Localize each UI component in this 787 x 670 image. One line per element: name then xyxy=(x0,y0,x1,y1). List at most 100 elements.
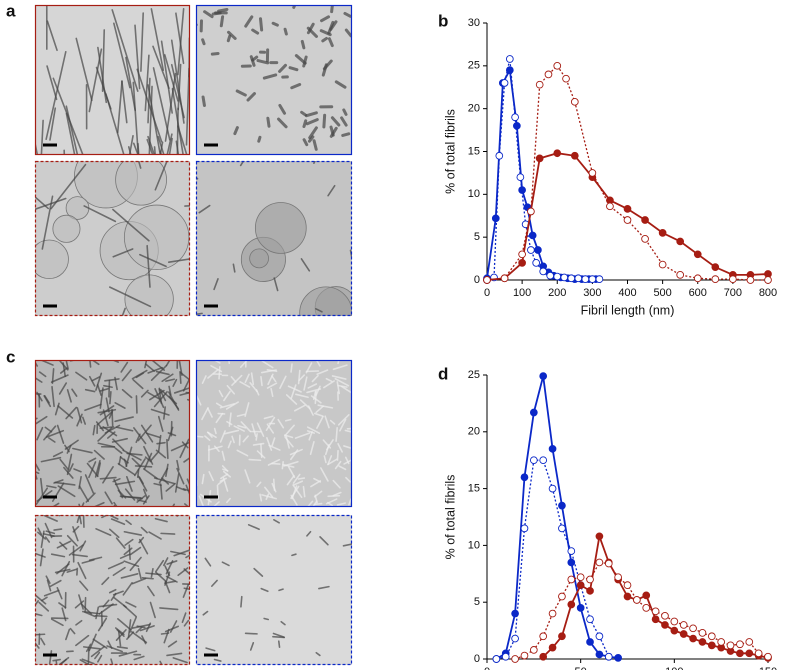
data-point xyxy=(586,638,594,646)
micrograph xyxy=(35,360,190,507)
micrographs xyxy=(34,4,353,666)
data-point xyxy=(558,592,566,601)
data-point xyxy=(606,202,614,211)
data-point xyxy=(535,80,544,89)
data-point xyxy=(633,596,641,604)
y-tick-label: 20 xyxy=(468,426,480,438)
data-point xyxy=(528,231,537,240)
data-point xyxy=(532,259,541,267)
data-point xyxy=(539,632,548,641)
y-tick-label: 0 xyxy=(474,274,480,286)
data-point xyxy=(661,621,669,629)
data-point xyxy=(527,246,535,254)
y-tick-label: 25 xyxy=(468,369,480,381)
data-point xyxy=(707,641,716,650)
data-point xyxy=(642,591,651,600)
series-line xyxy=(486,67,596,281)
data-point xyxy=(658,260,667,269)
data-point xyxy=(693,274,702,283)
data-point xyxy=(595,558,604,567)
y-tick-label: 10 xyxy=(468,539,480,551)
micrograph xyxy=(35,161,190,316)
data-point xyxy=(492,655,501,663)
data-point xyxy=(544,70,553,79)
y-tick-label: 25 xyxy=(468,60,480,72)
data-point xyxy=(586,615,594,624)
data-point xyxy=(567,274,576,283)
data-point xyxy=(651,615,660,624)
data-point xyxy=(658,229,667,237)
data-point xyxy=(529,646,538,654)
data-point xyxy=(698,638,707,646)
data-point xyxy=(500,79,509,87)
data-point xyxy=(670,626,679,635)
x-tick-label: 0 xyxy=(484,666,490,670)
data-point xyxy=(558,632,566,641)
data-point xyxy=(641,216,649,224)
data-point xyxy=(518,250,526,259)
y-tick-label: 15 xyxy=(468,483,480,495)
x-tick-label: 600 xyxy=(689,287,707,299)
data-point xyxy=(729,275,737,283)
data-point xyxy=(553,272,562,281)
data-point xyxy=(764,652,772,661)
data-point xyxy=(670,617,679,626)
data-point xyxy=(520,651,529,660)
series-line xyxy=(486,64,768,281)
data-point xyxy=(501,652,510,661)
data-point xyxy=(511,634,519,643)
data-point xyxy=(548,484,557,493)
data-point xyxy=(518,259,526,267)
x-tick-label: 150 xyxy=(759,666,777,670)
panel-label: c xyxy=(6,347,15,366)
data-point xyxy=(689,634,697,643)
data-point xyxy=(586,586,594,595)
data-point xyxy=(527,207,535,216)
micrograph xyxy=(196,161,352,316)
data-point xyxy=(574,274,583,283)
y-tick-label: 5 xyxy=(474,596,480,608)
data-point xyxy=(661,611,669,620)
data-point xyxy=(567,547,576,555)
data-point xyxy=(562,74,570,83)
x-tick-label: 200 xyxy=(548,287,566,299)
data-point xyxy=(717,638,726,646)
data-point xyxy=(560,273,569,282)
data-point xyxy=(693,250,702,259)
data-point xyxy=(586,575,594,584)
data-point xyxy=(736,640,744,649)
data-point xyxy=(576,581,585,590)
data-point xyxy=(491,214,500,223)
y-tick-label: 5 xyxy=(474,231,480,243)
data-point xyxy=(676,271,685,279)
data-point xyxy=(567,600,576,609)
data-point xyxy=(483,276,491,284)
data-point xyxy=(511,655,519,663)
data-point xyxy=(642,604,651,612)
data-point xyxy=(570,97,579,106)
y-tick-label: 20 xyxy=(468,103,480,115)
data-point xyxy=(604,559,613,568)
data-point xyxy=(558,524,566,533)
data-point xyxy=(623,216,632,224)
series-line xyxy=(486,58,600,281)
micrograph xyxy=(35,515,190,665)
data-point xyxy=(676,237,685,246)
data-point xyxy=(641,235,649,243)
x-tick-label: 400 xyxy=(618,287,636,299)
data-point xyxy=(595,650,604,659)
data-point xyxy=(698,629,707,637)
data-point xyxy=(595,275,604,283)
data-point xyxy=(614,573,622,582)
data-point xyxy=(689,624,697,633)
data-point xyxy=(623,592,632,601)
data-point xyxy=(553,61,562,70)
data-point xyxy=(539,372,548,380)
y-tick-label: 10 xyxy=(468,188,480,200)
data-point xyxy=(535,154,544,163)
data-point xyxy=(539,652,548,661)
y-tick-label: 30 xyxy=(468,17,480,29)
data-point xyxy=(516,173,525,182)
data-point xyxy=(500,274,509,283)
